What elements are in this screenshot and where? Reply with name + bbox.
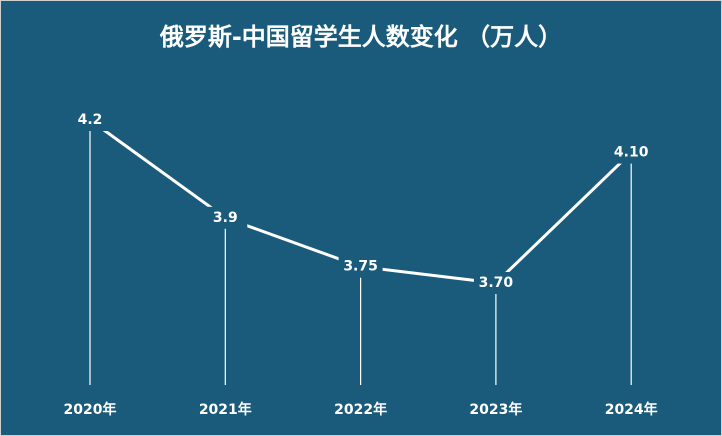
data-label: 4.2: [78, 112, 103, 128]
data-label: 4.10: [614, 145, 649, 161]
label-background: [338, 255, 383, 278]
x-tick-label: 2021年: [199, 401, 252, 418]
label-background: [473, 272, 518, 294]
data-label: 3.9: [213, 210, 238, 226]
label-background: [68, 109, 112, 131]
label-background: [609, 141, 654, 164]
data-label: 3.70: [479, 275, 514, 291]
chart-title: 俄罗斯-中国留学生人数变化 （万人）: [159, 23, 562, 51]
label-background: [203, 206, 248, 229]
x-tick-label: 2023年: [469, 401, 522, 418]
data-label: 3.75: [343, 259, 378, 275]
x-tick-label: 2022年: [334, 401, 387, 418]
x-tick-label: 2024年: [605, 401, 658, 418]
x-tick-label: 2020年: [64, 401, 117, 418]
